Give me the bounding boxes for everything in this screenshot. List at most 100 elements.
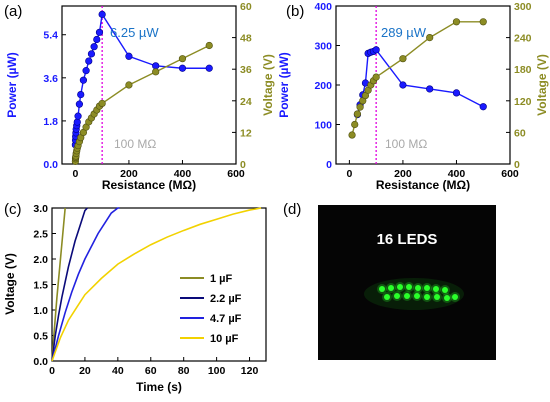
panel-c-legend-label: 2.2 µF	[210, 293, 242, 305]
panel-c-x-tick-label: 20	[79, 365, 91, 377]
led-dot	[434, 294, 440, 300]
led-dot	[388, 285, 394, 291]
panel-a-left-tick-label: 3.6	[43, 73, 58, 85]
panel-a-left-tick-label: 1.8	[43, 116, 58, 128]
panel-c-x-tick-label: 100	[208, 365, 226, 377]
panel-c-legend-label: 1 µF	[210, 273, 233, 285]
panel-a-data-layer: 0 200 400 600 0.0 1.8 3.6 5.4 0 12 24 36 48 60	[43, 1, 251, 180]
panel-b-voltage-point	[426, 33, 434, 42]
panel-c: (c) 0 20 40 60 80 100 120 0.0 0.5 1.0 1.5 2.0 2.5 3.0…	[3, 201, 267, 394]
led-dot	[415, 285, 421, 291]
panel-b-voltage-point	[479, 18, 487, 26]
panel-b-peak-label: 289 µW	[381, 25, 427, 40]
led-dot	[406, 284, 412, 290]
panel-b-left-tick-label: 300	[314, 41, 332, 53]
panel-c-x-tick-label: 120	[241, 365, 259, 377]
panel-b-voltage-point	[356, 103, 364, 111]
panel-b-voltage-point	[399, 55, 407, 63]
panel-d-label: (d)	[283, 201, 301, 218]
panel-c-x-tick-label: 0	[49, 365, 55, 377]
panel-a-power-point	[85, 57, 93, 65]
led-dot	[397, 284, 403, 290]
panel-b-power-point	[479, 103, 487, 111]
panel-c-series-line	[51, 207, 88, 362]
panel-c-y-axis-title: Voltage (V)	[3, 253, 17, 315]
panel-c-y-tick-label: 1.0	[33, 305, 48, 317]
panel-a-voltage-point	[152, 68, 160, 76]
panel-c-series-line	[51, 207, 262, 362]
panel-b-x-tick-label: 0	[346, 168, 352, 180]
panel-a-resistance-annotation: 100 MΩ	[114, 137, 156, 151]
panel-b-voltage-point	[351, 120, 359, 129]
panel-a-left-axis-title: Power (µW)	[5, 52, 19, 118]
panel-a-power-point	[95, 28, 104, 36]
panel-d: (d) 16 LEDS	[283, 201, 496, 360]
panel-a-power-point	[125, 52, 133, 60]
panel-a-power-point	[79, 76, 88, 84]
panel-b-power-point	[452, 89, 461, 97]
panel-a-left-tick-label: 5.4	[43, 30, 58, 42]
panel-b-left-axis-title: Power (µW)	[277, 52, 291, 118]
panel-b-right-axis-title: Voltage (V)	[535, 54, 549, 116]
panel-a-voltage-point	[178, 55, 187, 63]
led-array	[377, 282, 460, 303]
panel-a-power-point	[87, 50, 96, 58]
panel-b-voltage-point	[348, 131, 356, 139]
panel-a-peak-label: 6.25 µW	[110, 25, 159, 40]
led-dot	[433, 286, 439, 292]
panel-a-left-tick-label: 0.0	[43, 159, 58, 171]
panel-b-right-tick-label: 120	[514, 96, 532, 108]
panel-a-power-point	[74, 112, 82, 120]
panel-b-left-tick-label: 0	[326, 159, 332, 171]
panel-b-label: (b)	[286, 3, 304, 20]
panel-c-y-tick-label: 1.5	[33, 280, 48, 292]
panel-a-x-tick-label: 200	[120, 168, 138, 180]
panel-a-frame	[61, 5, 237, 165]
panel-a-voltage-point	[98, 99, 106, 108]
panel-b-voltage-point	[353, 110, 362, 118]
panel-b-resistance-annotation: 100 MΩ	[385, 137, 427, 151]
panel-c-legend-label: 10 µF	[210, 333, 239, 345]
panel-b-right-tick-label: 0	[514, 159, 520, 171]
panel-b-left-tick-label: 200	[314, 80, 332, 92]
panel-c-data-layer: 0 20 40 60 80 100 120 0.0 0.5 1.0 1.5 2.0 2.5 3.0	[33, 203, 262, 377]
panel-a-power-point	[82, 67, 90, 75]
panel-a-power-point	[90, 43, 98, 51]
panel-a-x-tick-label: 0	[72, 168, 78, 180]
led-dot	[442, 287, 448, 293]
panel-a: (a) 0 200 400 600 0.0 1.8 3.6 5.4 0 12 24 36 48 60 6.…	[4, 1, 275, 192]
panel-c-y-tick-label: 0.5	[33, 331, 48, 343]
panel-a-power-point	[77, 90, 85, 99]
panel-a-power-point	[205, 64, 213, 72]
led-dot	[394, 293, 400, 299]
panel-c-x-tick-label: 80	[178, 365, 190, 377]
panel-c-legend-label: 4.7 µF	[210, 313, 242, 325]
panel-c-y-tick-label: 0.0	[33, 356, 48, 368]
panel-a-power-point	[93, 35, 101, 44]
panel-b-right-tick-label: 60	[514, 127, 526, 139]
panel-c-y-tick-label: 2.0	[33, 254, 48, 266]
panel-b-right-tick-label: 240	[514, 33, 532, 45]
panel-c-series-line	[51, 207, 66, 362]
panel-c-legend: 1 µF 2.2 µF 4.7 µF 10 µF	[180, 273, 242, 345]
panel-c-y-tick-label: 2.5	[33, 229, 48, 241]
panel-c-label: (c)	[4, 201, 22, 218]
panel-c-x-tick-label: 40	[112, 365, 124, 377]
panel-c-y-tick-label: 3.0	[33, 203, 48, 215]
panel-b-x-tick-label: 400	[448, 168, 466, 180]
panel-b-voltage-point	[372, 73, 380, 81]
led-dot	[414, 293, 420, 299]
panel-b-left-tick-label: 400	[314, 1, 332, 13]
panel-a-x-tick-label: 600	[227, 168, 245, 180]
led-dot	[444, 295, 450, 301]
panel-a-x-tick-label: 400	[174, 168, 192, 180]
panel-b-right-tick-label: 180	[514, 64, 532, 76]
panel-c-series-line	[51, 207, 120, 362]
panel-b-x-axis-title: Resistance (MΩ)	[376, 178, 470, 192]
panel-b-power-point	[399, 81, 407, 89]
led-dot	[424, 294, 430, 300]
panel-a-right-tick-label: 24	[240, 96, 252, 108]
